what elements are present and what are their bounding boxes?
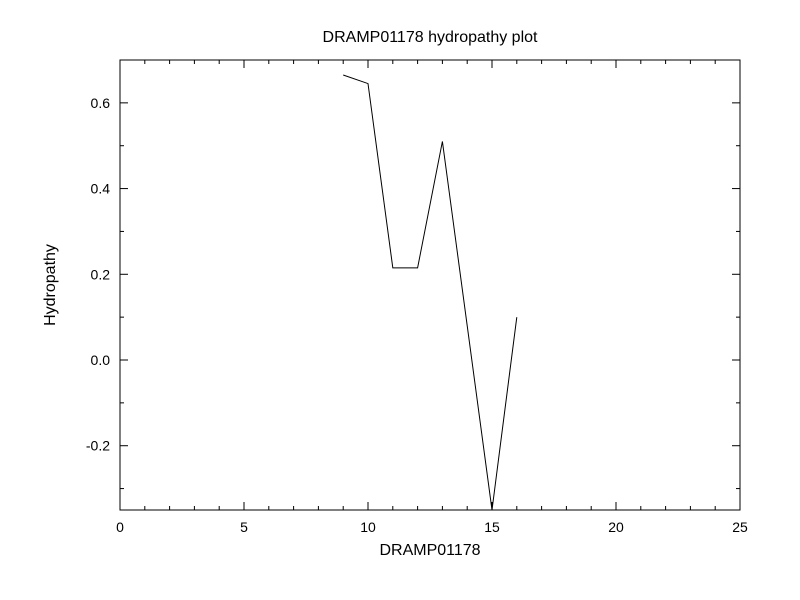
- y-axis-label: Hydropathy: [42, 244, 59, 326]
- y-tick-label: 0.4: [91, 181, 111, 197]
- data-line: [343, 75, 517, 510]
- x-tick-label: 10: [360, 519, 376, 535]
- y-tick-label: 0.0: [91, 352, 111, 368]
- y-tick-label: 0.6: [91, 95, 111, 111]
- x-tick-label: 15: [484, 519, 500, 535]
- y-tick-label: -0.2: [86, 438, 110, 454]
- x-tick-label: 20: [608, 519, 624, 535]
- chart-container: 0 5 10 15 20 25 -0.2 0.0 0.2 0.4 0.6 DRAMP01178 hyd…: [0, 0, 800, 600]
- plot-box: [120, 60, 740, 510]
- y-tick-label: 0.2: [91, 266, 111, 282]
- x-tick-label: 5: [240, 519, 248, 535]
- hydropathy-chart: 0 5 10 15 20 25 -0.2 0.0 0.2 0.4 0.6 DRAMP01178 hyd…: [0, 0, 800, 600]
- x-axis-label: DRAMP01178: [379, 542, 480, 559]
- chart-title: DRAMP01178 hydropathy plot: [323, 29, 538, 46]
- x-tick-label: 25: [732, 519, 748, 535]
- x-tick-label: 0: [116, 519, 124, 535]
